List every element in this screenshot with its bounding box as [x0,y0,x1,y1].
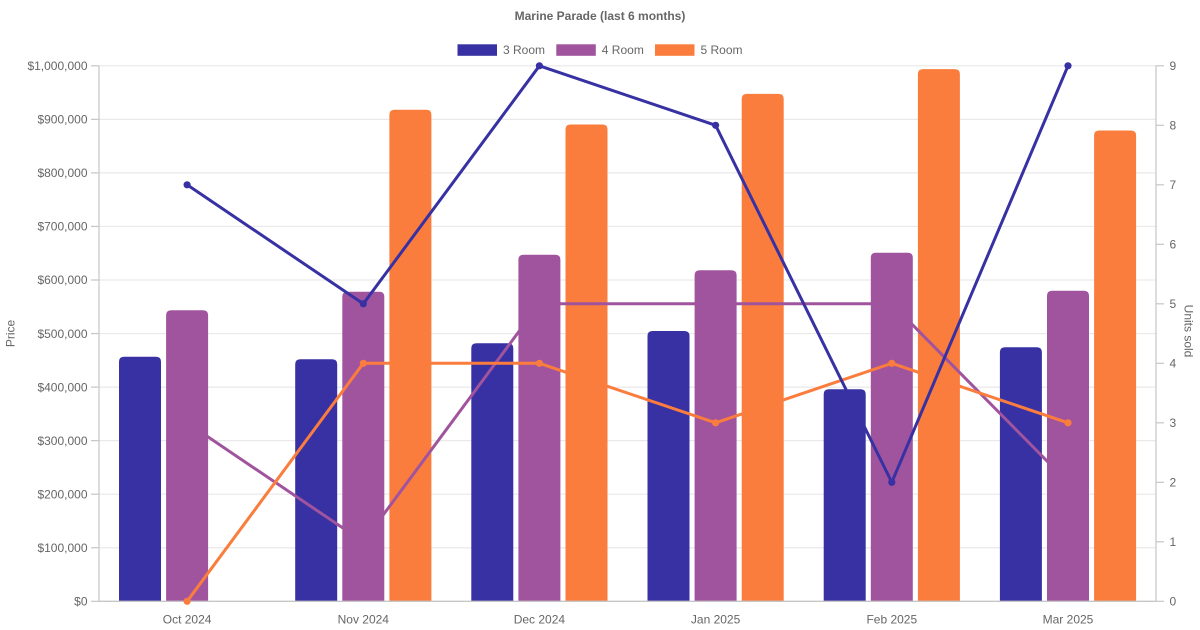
svg-text:Units sold: Units sold [1182,305,1196,358]
svg-text:9: 9 [1170,59,1177,73]
svg-text:7: 7 [1170,178,1177,192]
svg-text:$300,000: $300,000 [37,434,87,448]
svg-text:$100,000: $100,000 [37,541,87,555]
svg-text:2: 2 [1170,476,1177,490]
svg-text:8: 8 [1170,119,1177,133]
svg-text:Dec 2024: Dec 2024 [514,613,566,627]
svg-text:Price: Price [4,320,18,348]
svg-text:1: 1 [1170,535,1177,549]
svg-text:Marine Parade (last 6 months): Marine Parade (last 6 months) [515,9,686,23]
svg-text:$1,000,000: $1,000,000 [27,59,87,73]
svg-text:4 Room: 4 Room [602,43,644,57]
svg-text:Nov 2024: Nov 2024 [338,613,390,627]
svg-text:$900,000: $900,000 [37,113,87,127]
svg-text:$400,000: $400,000 [37,380,87,394]
svg-text:$600,000: $600,000 [37,273,87,287]
svg-text:$700,000: $700,000 [37,220,87,234]
svg-text:5: 5 [1170,297,1177,311]
svg-text:0: 0 [1170,595,1177,609]
svg-text:$500,000: $500,000 [37,327,87,341]
svg-text:5 Room: 5 Room [701,43,743,57]
svg-text:Oct 2024: Oct 2024 [163,613,212,627]
svg-text:$0: $0 [74,595,88,609]
svg-text:3 Room: 3 Room [503,43,545,57]
svg-text:Feb 2025: Feb 2025 [866,613,917,627]
svg-text:3: 3 [1170,416,1177,430]
svg-text:$800,000: $800,000 [37,166,87,180]
svg-text:Jan 2025: Jan 2025 [691,613,741,627]
svg-text:$200,000: $200,000 [37,487,87,501]
svg-text:Mar 2025: Mar 2025 [1043,613,1094,627]
svg-text:4: 4 [1170,357,1177,371]
svg-text:6: 6 [1170,238,1177,252]
